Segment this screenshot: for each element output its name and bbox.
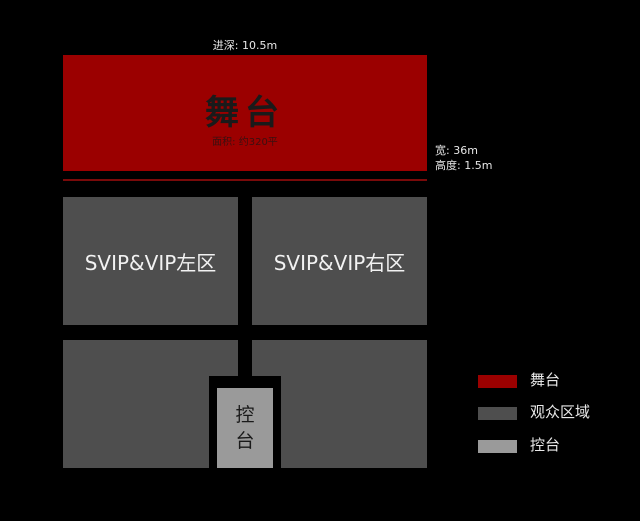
legend-label-audience: 观众区域 xyxy=(530,403,591,421)
stage-height-label: 高度: 1.5m xyxy=(435,159,493,172)
zone-left-front: SVIP&VIP左区 xyxy=(63,197,238,325)
legend-swatch-audience xyxy=(478,407,517,420)
zone-left-rear-lower xyxy=(63,376,209,468)
control-booth: 控台 xyxy=(217,388,273,468)
stage-title: 舞台 xyxy=(205,93,285,133)
legend-label-console: 控台 xyxy=(530,436,561,454)
zone-right-front: SVIP&VIP右区 xyxy=(252,197,427,325)
stage: 舞台 面积: 约320平 xyxy=(63,55,427,171)
stage-edge-line xyxy=(63,179,427,181)
legend-label-stage: 舞台 xyxy=(530,371,561,389)
legend-swatch-console xyxy=(478,440,517,453)
zone-left-rear xyxy=(63,340,238,376)
zone-left-label: SVIP&VIP左区 xyxy=(84,251,217,275)
control-booth-label: 控台 xyxy=(235,404,255,452)
stage-area-label: 面积: 约320平 xyxy=(212,137,278,148)
zone-right-rear xyxy=(252,340,427,376)
zone-right-rear-lower xyxy=(281,376,427,468)
stage-depth-label: 进深: 10.5m xyxy=(212,39,278,52)
legend-swatch-stage xyxy=(478,375,517,388)
zone-right-label: SVIP&VIP右区 xyxy=(273,251,406,275)
stage-width-label: 宽: 36m xyxy=(435,144,478,157)
